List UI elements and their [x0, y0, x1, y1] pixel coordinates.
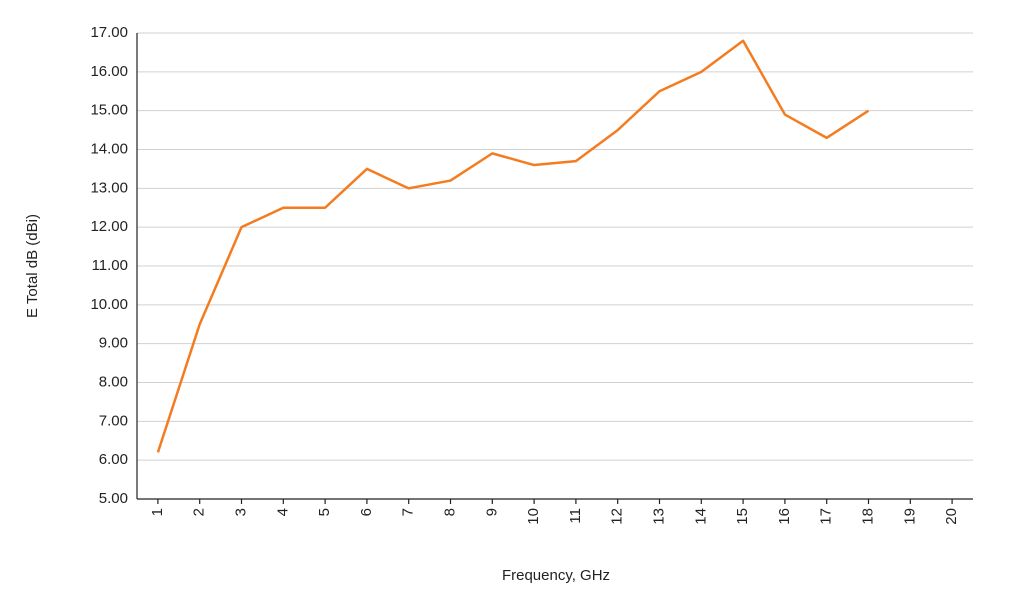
x-tick-label: 18: [859, 508, 876, 525]
x-tick-label: 17: [818, 508, 835, 525]
x-tick-label: 19: [901, 508, 918, 525]
x-tick-label: 15: [734, 508, 751, 525]
x-axis-title: Frequency, GHz: [502, 567, 610, 584]
x-tick-label: 13: [650, 508, 667, 525]
x-tick-label: 20: [943, 508, 960, 525]
x-tick-label: 8: [441, 508, 458, 516]
y-tick-label: 16.00: [90, 63, 128, 80]
y-tick-label: 9.00: [99, 335, 128, 352]
line-series: [156, 39, 870, 453]
y-axis-title: E Total dB (dBi): [24, 214, 41, 318]
x-tick-label: 10: [525, 508, 542, 525]
y-tick-label: 12.00: [90, 218, 128, 235]
x-tick-label: 6: [358, 508, 375, 516]
y-tick-label: 15.00: [90, 102, 128, 119]
x-tick-label: 11: [567, 508, 584, 524]
y-tick-label: 8.00: [99, 373, 128, 390]
x-tick-label: 12: [609, 508, 626, 525]
x-tick-label: 9: [483, 508, 500, 516]
y-tick-label: 10.00: [90, 296, 128, 313]
y-tick-label: 14.00: [90, 140, 128, 157]
y-tick-label: 17.00: [90, 24, 128, 41]
x-tick-label: 2: [191, 508, 208, 516]
x-tick-label: 5: [316, 508, 333, 516]
y-tick-label: 5.00: [99, 490, 128, 507]
y-tick-label: 7.00: [99, 412, 128, 429]
x-tick-label: 16: [776, 508, 793, 525]
y-tick-label: 6.00: [99, 451, 128, 468]
x-tick-label: 1: [149, 508, 166, 516]
x-tick-label: 7: [400, 508, 417, 516]
x-tick-label: 3: [232, 508, 249, 516]
x-tick-label: 4: [274, 508, 291, 516]
y-tick-label: 11.00: [92, 257, 128, 274]
y-tick-label: 13.00: [90, 179, 128, 196]
x-tick-label: 14: [692, 508, 709, 525]
